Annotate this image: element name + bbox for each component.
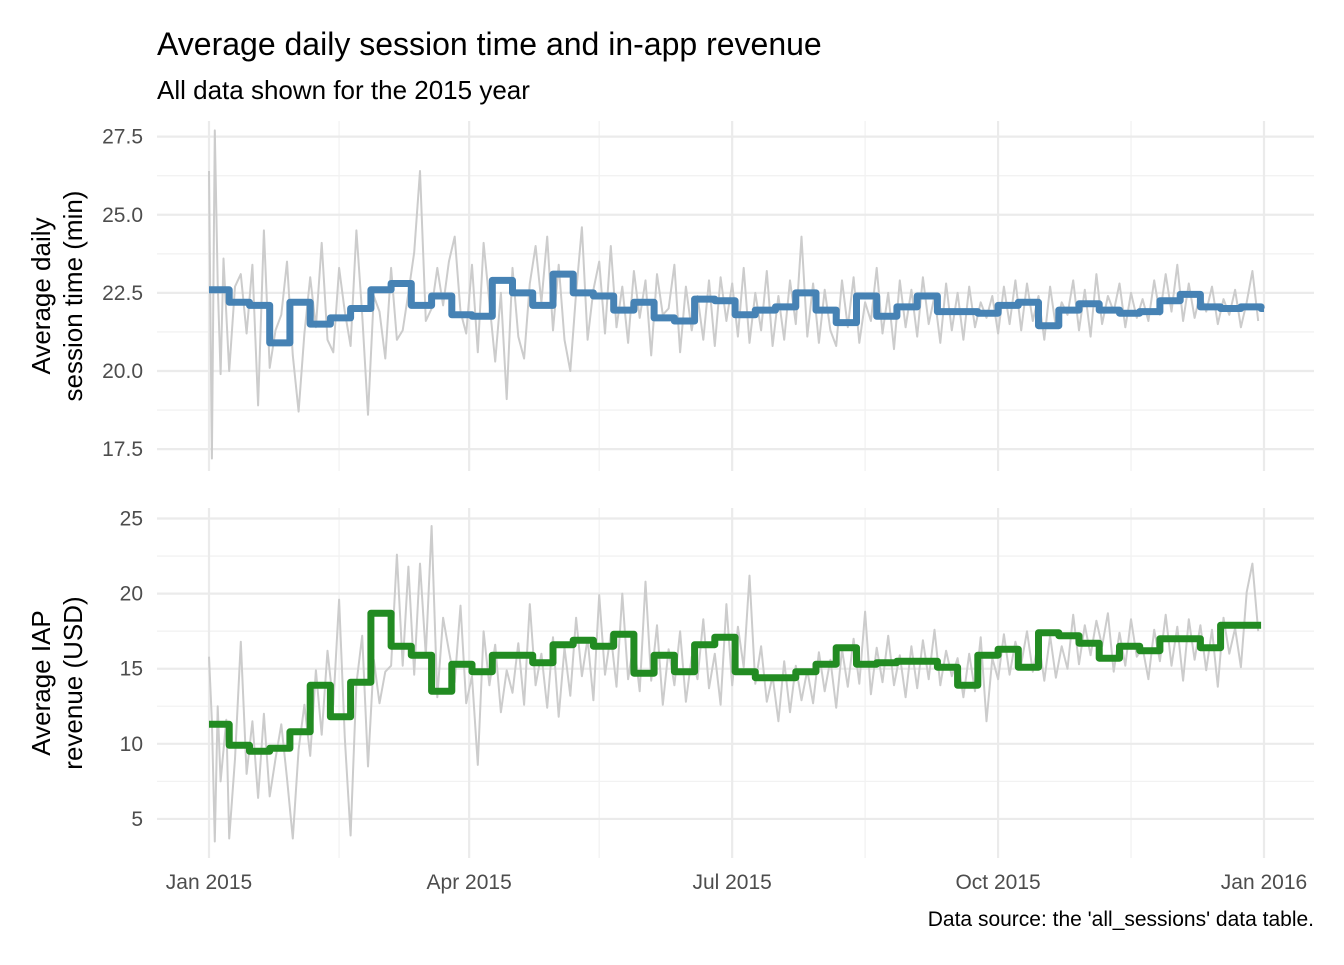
x-tick-label: Oct 2015 [955,871,1040,894]
y-axis-label-line: revenue (USD) [58,596,88,769]
y-tick-label: 27.5 [102,126,143,149]
y-axis-label-line: Average IAP [26,610,56,756]
y-axis-label: Average IAPrevenue (USD) [26,596,88,769]
session-time-panel: 17.5 20.0 22.5 25.0 27.5 Average dailysession… [26,121,1314,471]
y-tick-label: 20 [120,583,143,606]
y-tick-label: 5 [131,808,143,831]
daily-series-line [208,129,1260,460]
chart-subtitle: All data shown for the 2015 year [157,75,530,105]
y-axis-label-line: Average daily [26,217,56,374]
x-tick-label: Apr 2015 [427,871,512,894]
chart-caption: Data source: the 'all_sessions' data tab… [928,908,1314,931]
weekly-step-line [209,270,1265,347]
y-tick-label: 20.0 [102,360,143,383]
y-tick-label: 10 [120,733,143,756]
y-axis-label: Average dailysession time (min) [26,191,88,402]
x-tick-label: Jul 2015 [692,871,771,894]
y-tick-label: 25 [120,508,143,531]
y-axis-label-line: session time (min) [58,191,88,402]
daily-series-line [208,525,1260,843]
y-tick-label: 25.0 [102,204,143,227]
x-axis-labels: Jan 2015 Apr 2015 Jul 2015 Oct 2015 Jan 2016 [166,871,1307,894]
x-tick-label: Jan 2016 [1221,871,1307,894]
x-tick-label: Jan 2015 [166,871,252,894]
iap-revenue-panel: 5 10 15 20 25 Average IAPrevenue (USD) [26,508,1314,858]
y-tick-label: 15 [120,658,143,681]
y-tick-label: 22.5 [102,282,143,305]
y-tick-label: 17.5 [102,438,143,461]
chart-title: Average daily session time and in-app re… [157,26,822,62]
weekly-step-line [209,609,1262,755]
